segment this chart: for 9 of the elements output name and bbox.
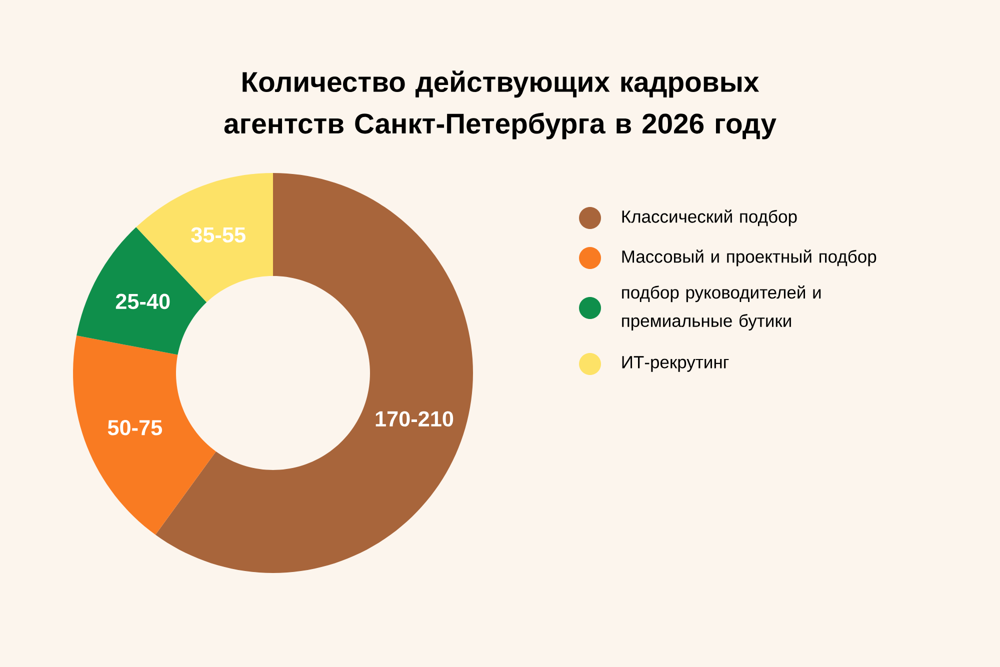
- legend-label: Массовый и проектный подбор: [622, 250, 876, 266]
- legend-label: подбор руководителей и премиальные бутики: [622, 286, 821, 330]
- data-label: 25-40: [116, 294, 170, 310]
- data-label: 35-55: [191, 227, 246, 243]
- legend-label: ИТ-рекрутинг: [622, 356, 729, 372]
- legend-label: Классический подбор: [622, 210, 797, 226]
- data-label: 170-210: [376, 411, 454, 427]
- data-label: 50-75: [108, 420, 162, 436]
- chart-title: Количество действующих кадровых агентств Санкт-Петербурга в 2026 году: [224, 70, 776, 140]
